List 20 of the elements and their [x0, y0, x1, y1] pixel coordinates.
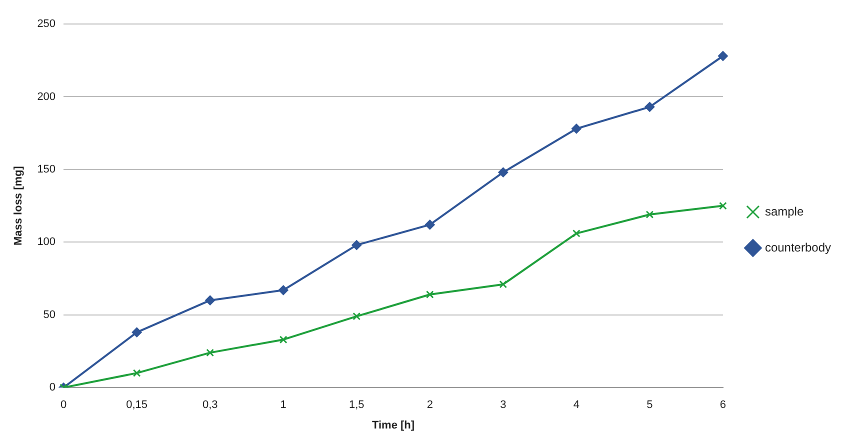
y-axis-title: Mass loss [mg] — [12, 166, 25, 246]
x-axis-title: Time [h] — [372, 419, 415, 432]
x-tick-label: 6 — [720, 399, 726, 412]
x-tick-label: 2 — [426, 399, 433, 412]
legend-label: counterbody — [764, 240, 831, 254]
x-tick-label: 3 — [500, 399, 506, 412]
y-tick-label: 50 — [43, 308, 56, 321]
y-tick-label: 0 — [49, 382, 56, 394]
x-tick-label: 1,5 — [348, 399, 364, 412]
y-tick-label: 100 — [37, 236, 56, 248]
x-tick-label: 4 — [573, 399, 580, 412]
x-tick-label: 0 — [60, 399, 67, 412]
legend-label: sample — [764, 204, 804, 218]
x-tick-label: 5 — [646, 399, 653, 412]
x-tick-label: 0,15 — [126, 399, 148, 412]
y-tick-label: 200 — [37, 90, 56, 103]
x-tick-label: 0,3 — [202, 399, 218, 412]
y-tick-label: 150 — [37, 163, 56, 176]
y-tick-label: 250 — [37, 18, 56, 30]
x-tick-label: 1 — [280, 399, 286, 412]
